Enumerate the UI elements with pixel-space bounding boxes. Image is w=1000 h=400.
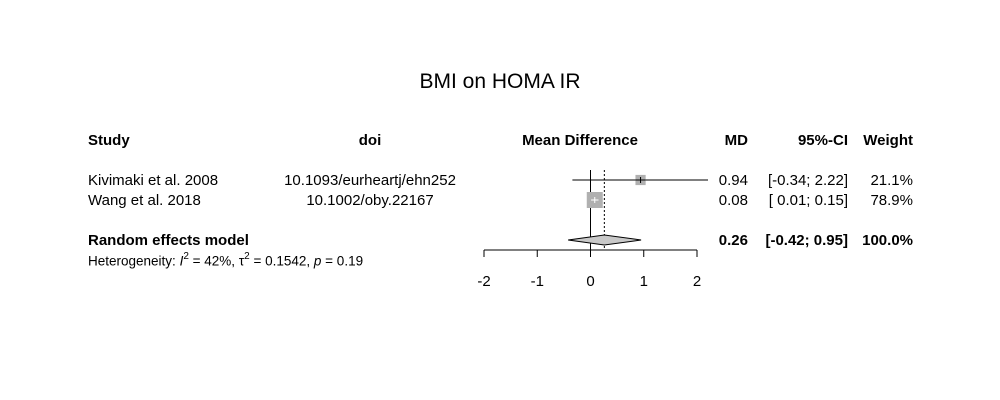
pooled-diamond xyxy=(568,234,642,246)
header-study: Study xyxy=(88,132,130,149)
study-weight: 78.9% xyxy=(870,192,913,209)
header-weight: Weight xyxy=(863,132,913,149)
study-doi: 10.1002/oby.22167 xyxy=(306,192,434,209)
study-name: Kivimaki et al. 2008 xyxy=(88,172,219,189)
study-weight: 21.1% xyxy=(870,172,913,189)
pooled-weight: 100.0% xyxy=(862,232,913,249)
x-axis-tick-label: -2 xyxy=(477,273,490,290)
study-md: 0.08 xyxy=(718,192,748,209)
header-doi: doi xyxy=(358,132,382,149)
pooled-md: 0.26 xyxy=(718,232,748,249)
study-ci: [ 0.01; 0.15] xyxy=(768,192,848,209)
pooled-label: Random effects model xyxy=(88,232,249,249)
study-name: Wang et al. 2018 xyxy=(88,192,201,209)
x-axis-tick-label: -1 xyxy=(531,273,544,290)
header-ci: 95%-CI xyxy=(797,132,848,149)
study-md: 0.94 xyxy=(718,172,748,189)
header-md: MD xyxy=(724,132,748,149)
study-ci: [-0.34; 2.22] xyxy=(767,172,848,189)
x-axis-tick-label: 1 xyxy=(640,273,648,290)
heterogeneity-text: Heterogeneity: I2 = 42%, τ2 = 0.1542, p … xyxy=(88,251,364,269)
study-doi: 10.1093/eurheartj/ehn252 xyxy=(284,172,456,189)
x-axis-tick-label: 0 xyxy=(586,273,594,290)
x-axis-tick-label: 2 xyxy=(693,273,701,290)
chart-title: BMI on HOMA IR xyxy=(419,70,581,93)
header-mean-difference: Mean Difference xyxy=(522,132,638,149)
pooled-ci: [-0.42; 0.95] xyxy=(765,232,848,249)
